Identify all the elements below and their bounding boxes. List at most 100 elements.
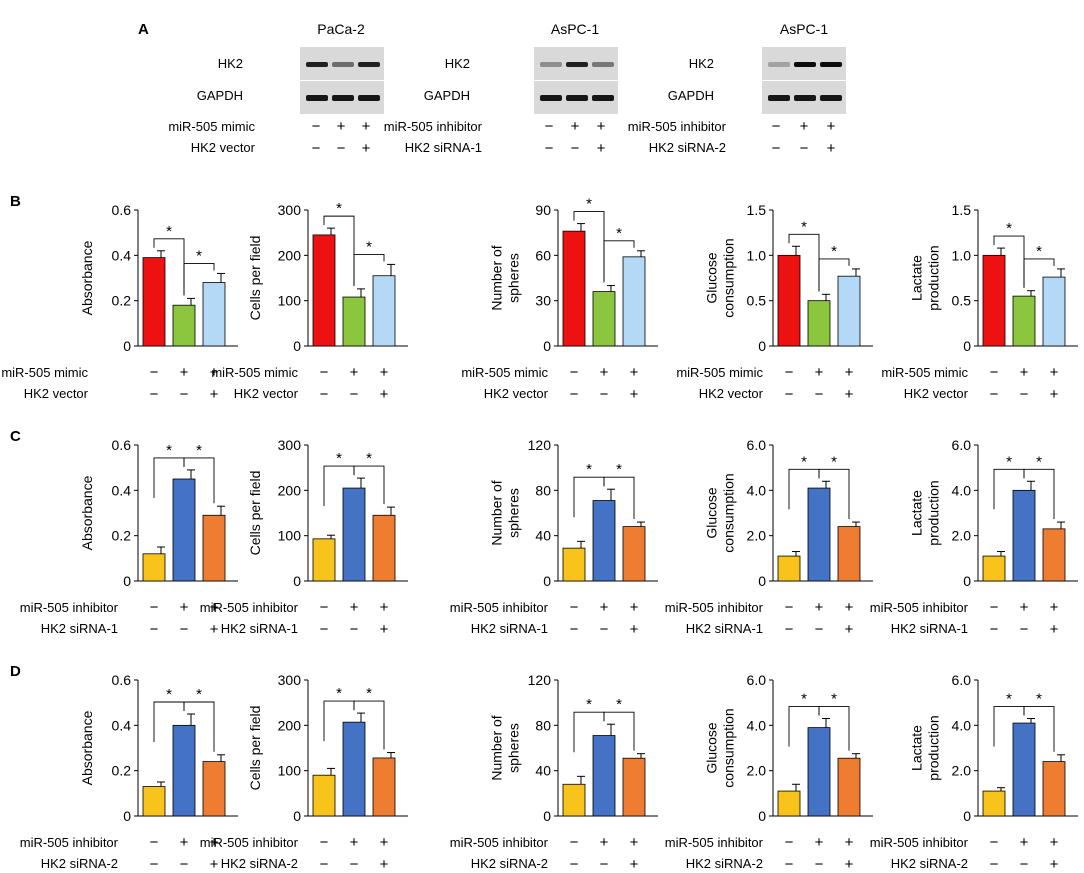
bar xyxy=(342,487,366,582)
treatment-sign: + xyxy=(1050,621,1059,638)
blot-band-target xyxy=(358,62,380,67)
y-tick-label: 100 xyxy=(278,763,302,779)
y-tick-label: 0.2 xyxy=(112,528,132,544)
bar xyxy=(777,555,801,582)
treatment-sign: + xyxy=(630,834,639,851)
y-tick-label: 4.0 xyxy=(747,717,767,733)
treatment-sign: − xyxy=(600,856,609,873)
bar xyxy=(1012,722,1036,817)
treatment-sign: + xyxy=(1020,364,1029,381)
treatment-sign: − xyxy=(990,599,999,616)
y-axis-label: Lactate xyxy=(909,255,925,301)
y-tick-label: 1.5 xyxy=(952,202,972,218)
y-axis-label: spheres xyxy=(506,723,522,773)
y-tick-label: 6.0 xyxy=(952,672,972,688)
bar xyxy=(982,555,1006,582)
significance-star: * xyxy=(801,691,807,708)
treatment-row1-label: miR-505 inhibitor xyxy=(200,835,299,850)
y-tick-label: 2.0 xyxy=(747,528,767,544)
significance-star: * xyxy=(616,225,622,242)
y-tick-label: 0.4 xyxy=(112,247,132,263)
blot-band-target xyxy=(306,62,328,67)
bar xyxy=(342,296,366,347)
treatment-sign: + xyxy=(362,140,371,157)
y-tick-label: 4.0 xyxy=(747,482,767,498)
significance-bracket xyxy=(603,240,635,281)
bar xyxy=(142,786,166,817)
y-axis-label: Number of xyxy=(489,480,505,545)
treatment-sign: − xyxy=(600,621,609,638)
chart-b-5: 0 0.5 1.0 1.5 Lactate production * * miR-505 mim… xyxy=(881,202,1078,403)
treatment-row2-label: HK2 vector xyxy=(904,386,969,401)
treatment-sign: − xyxy=(990,856,999,873)
bar xyxy=(837,526,861,582)
treatment-sign: + xyxy=(180,599,189,616)
blot-row2-label: HK2 vector xyxy=(191,140,256,155)
treatment-sign: − xyxy=(150,364,159,381)
treatment-row1-label: miR-505 mimic xyxy=(881,365,968,380)
treatment-row1-label: miR-505 inhibitor xyxy=(665,600,764,615)
treatment-sign: − xyxy=(150,856,159,873)
y-axis-label: Absorbance xyxy=(79,475,95,550)
treatment-sign: − xyxy=(180,386,189,403)
treatment-sign: + xyxy=(350,834,359,851)
treatment-row2-label: HK2 siRNA-2 xyxy=(41,856,118,871)
y-tick-label: 2.0 xyxy=(952,763,972,779)
chart-c-1: 0 0.2 0.4 0.6 Absorbance * * − − + − + + xyxy=(79,437,238,638)
treatment-sign: − xyxy=(320,834,329,851)
y-tick-label: 0 xyxy=(543,573,551,589)
treatment-sign: + xyxy=(630,386,639,403)
treatment-sign: + xyxy=(210,621,219,638)
bar xyxy=(777,790,801,817)
blot-cell-line-title: AsPC-1 xyxy=(551,21,599,37)
blot-band-target xyxy=(332,62,354,67)
chart-d-2: 0 100 200 300 Cells per field * * miR-505 inhib… xyxy=(200,672,408,873)
treatment-sign: + xyxy=(380,364,389,381)
blot-cell-line-title: AsPC-1 xyxy=(780,21,828,37)
bar xyxy=(622,757,646,817)
y-tick-label: 0 xyxy=(293,808,301,824)
treatment-row2-label: HK2 siRNA-2 xyxy=(686,856,763,871)
y-tick-label: 80 xyxy=(535,482,551,498)
treatment-sign: + xyxy=(845,856,854,873)
chart-c-4: 0 2.0 4.0 6.0 Glucose consumption * * miR-505 in… xyxy=(665,437,873,638)
treatment-sign: − xyxy=(772,118,781,135)
significance-bracket xyxy=(603,476,635,520)
significance-star: * xyxy=(166,686,172,703)
bar xyxy=(1042,761,1066,817)
treatment-sign: + xyxy=(630,621,639,638)
significance-star: * xyxy=(586,461,592,478)
y-tick-label: 300 xyxy=(278,672,302,688)
significance-star: * xyxy=(586,696,592,713)
treatment-row2-label: HK2 siRNA-1 xyxy=(686,621,763,636)
treatment-sign: + xyxy=(180,834,189,851)
bar xyxy=(622,526,646,582)
treatment-sign: + xyxy=(380,856,389,873)
treatment-sign: + xyxy=(630,856,639,873)
y-axis-label: Lactate xyxy=(909,490,925,536)
treatment-sign: + xyxy=(210,386,219,403)
significance-bracket xyxy=(603,711,635,751)
treatment-sign: − xyxy=(545,118,554,135)
treatment-sign: + xyxy=(845,599,854,616)
y-tick-label: 40 xyxy=(535,528,551,544)
treatment-sign: − xyxy=(350,856,359,873)
chart-b-4: 0 0.5 1.0 1.5 Glucose consumption * * miR-505 mi… xyxy=(676,202,873,403)
treatment-sign: − xyxy=(815,856,824,873)
bar xyxy=(562,547,586,582)
y-tick-label: 0 xyxy=(963,808,971,824)
blot-band-loading xyxy=(332,95,354,101)
y-axis-label: spheres xyxy=(506,488,522,538)
y-tick-label: 0.2 xyxy=(112,763,132,779)
treatment-sign: + xyxy=(337,118,346,135)
y-tick-label: 2.0 xyxy=(747,763,767,779)
y-tick-label: 0 xyxy=(123,808,131,824)
treatment-sign: − xyxy=(150,386,159,403)
blot-target-label: HK2 xyxy=(218,56,243,71)
blot-target-label: HK2 xyxy=(445,56,470,71)
blot-target-label: HK2 xyxy=(689,56,714,71)
treatment-row2-label: HK2 siRNA-1 xyxy=(41,621,118,636)
treatment-sign: − xyxy=(785,386,794,403)
treatment-sign: − xyxy=(180,856,189,873)
bar xyxy=(807,487,831,582)
